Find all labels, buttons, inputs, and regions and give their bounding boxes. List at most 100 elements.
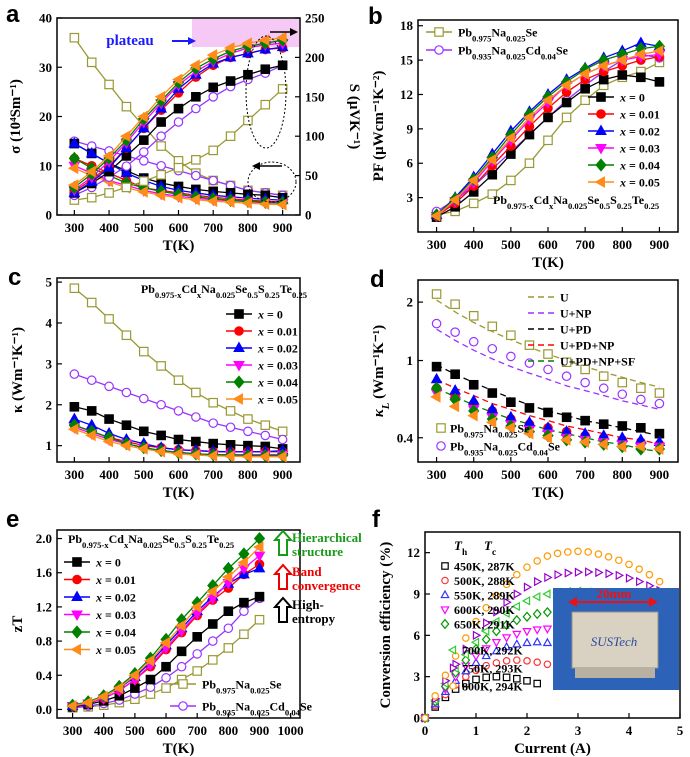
- data-point: [258, 34, 270, 46]
- data-point: [563, 548, 572, 556]
- text-part: 0.025: [216, 290, 235, 300]
- text-part: x: [95, 573, 102, 587]
- data-point: [208, 397, 219, 408]
- x-tick-label: 800: [613, 237, 633, 252]
- x-tick-label: 1000: [278, 723, 304, 738]
- text-part: 0.25: [265, 290, 280, 300]
- y-tick-label: 12: [400, 87, 413, 102]
- data-point: [502, 657, 511, 665]
- y-axis-label: Conversion efficiency (%): [378, 542, 394, 709]
- legend-label: U+PD: [560, 323, 592, 337]
- legend-label: x = 0.03: [257, 359, 298, 373]
- data-point: [431, 361, 442, 372]
- text-part: = 0.01: [102, 573, 136, 587]
- legend-label: 550K, 289K: [454, 589, 515, 603]
- data-point: [138, 156, 149, 166]
- legend-marker: [232, 393, 243, 405]
- data-point: [652, 443, 664, 455]
- data-point: [522, 611, 532, 622]
- legend-label: x = 0.01: [619, 108, 660, 122]
- legend-marker: [178, 679, 188, 689]
- text-part: h: [462, 548, 468, 558]
- legend-marker: [596, 109, 606, 119]
- data-point: [102, 150, 114, 162]
- text-part: T: [484, 538, 493, 553]
- x-tick-label: 900: [250, 723, 270, 738]
- data-point: [470, 637, 480, 647]
- text-part: 0.975-x: [82, 540, 109, 550]
- x-tick-label: 400: [464, 467, 484, 482]
- text-part: x: [619, 125, 626, 139]
- data-point: [85, 429, 96, 442]
- text-part: 0.5: [599, 201, 610, 211]
- data-point: [239, 629, 249, 640]
- text-part: Cd: [534, 193, 550, 207]
- data-point: [156, 361, 166, 371]
- scale-arrowhead: [568, 597, 577, 607]
- data-point: [191, 155, 201, 165]
- data-point: [543, 364, 553, 375]
- data-point: [543, 135, 553, 146]
- text-part: 0.975-x: [155, 290, 182, 300]
- data-point: [493, 607, 502, 617]
- text-part: Pb: [202, 678, 216, 692]
- data-point: [523, 563, 531, 571]
- data-point: [224, 196, 235, 209]
- data-point: [172, 447, 183, 460]
- x-tick-label: 500: [125, 723, 145, 738]
- annotation: High-: [292, 597, 324, 612]
- data-point: [67, 179, 79, 191]
- legend-label: U+PD+NP+SF: [560, 355, 635, 369]
- y-tick-label: 40: [39, 11, 52, 26]
- x-tick-label: 700: [187, 723, 207, 738]
- data-point: [189, 193, 200, 206]
- data-point: [597, 59, 608, 72]
- text-part: Pb: [450, 440, 464, 454]
- legend-label: 600K, 290K: [454, 603, 515, 617]
- text-part: x: [257, 342, 264, 356]
- data-point: [69, 283, 80, 294]
- data-point: [191, 103, 201, 114]
- data-point: [67, 162, 79, 175]
- data-point: [258, 450, 270, 463]
- data-point: [102, 435, 114, 448]
- data-point: [585, 567, 594, 577]
- legend-marker: [234, 326, 244, 336]
- data-point: [173, 434, 184, 445]
- data-point: [580, 415, 590, 426]
- data-point: [512, 614, 522, 626]
- data-point: [276, 31, 287, 44]
- data-point: [598, 74, 609, 85]
- data-point: [580, 95, 590, 106]
- text-part: 0.25: [192, 540, 207, 550]
- text-part: 0.975-x: [507, 201, 534, 211]
- data-point: [481, 650, 491, 660]
- data-point: [522, 427, 534, 440]
- legend-marker: [594, 176, 605, 188]
- data-point: [221, 571, 233, 583]
- y2-tick-label: 200: [305, 50, 325, 65]
- text-part: x: [619, 159, 626, 173]
- legend-marker: [436, 423, 446, 433]
- data-point: [66, 700, 77, 712]
- y-tick-label: 0.4: [36, 668, 53, 683]
- axis-arrowhead: [252, 162, 260, 170]
- data-point: [69, 32, 80, 43]
- data-point: [532, 608, 542, 620]
- text-part: Se: [526, 26, 539, 40]
- data-point: [502, 580, 511, 589]
- data-point: [553, 549, 562, 558]
- data-point: [513, 589, 523, 599]
- data-point: [501, 641, 512, 651]
- y-axis-label: PF (μWcm⁻¹K⁻²): [371, 71, 387, 182]
- text-part: = 0.04: [102, 626, 136, 640]
- data-point: [121, 182, 132, 193]
- data-point: [625, 560, 633, 569]
- plot-frame: [56, 529, 301, 719]
- y2-tick-label: 250: [305, 11, 325, 26]
- data-point: [81, 696, 93, 709]
- data-point: [145, 674, 156, 685]
- data-point: [192, 649, 202, 659]
- data-point: [225, 406, 236, 416]
